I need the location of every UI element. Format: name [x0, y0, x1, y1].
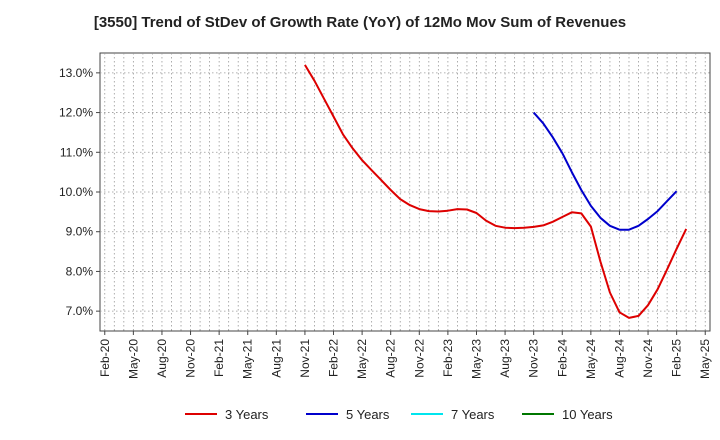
x-tick-label: Aug-22: [384, 339, 398, 378]
x-tick-label: Nov-21: [298, 339, 312, 378]
x-tick-label: Feb-25: [670, 339, 684, 377]
x-tick-label: May-25: [698, 339, 712, 379]
y-tick-label: 10.0%: [59, 185, 93, 199]
x-tick-label: Aug-24: [612, 339, 626, 378]
x-tick-label: May-22: [355, 339, 369, 379]
series-line-5-years: [532, 111, 678, 231]
x-tick-label: May-23: [469, 339, 483, 379]
y-tick-label: 8.0%: [66, 264, 94, 278]
y-tick-label: 7.0%: [66, 304, 94, 318]
x-tick-label: May-20: [126, 339, 140, 379]
x-tick-label: Nov-23: [527, 339, 541, 378]
x-tick-label: Nov-24: [641, 339, 655, 378]
x-tick-label: Feb-20: [98, 339, 112, 377]
x-tick-label: Nov-22: [412, 339, 426, 378]
y-tick-label: 9.0%: [66, 225, 94, 239]
x-tick-label: Aug-20: [155, 339, 169, 378]
y-tick-label: 13.0%: [59, 66, 93, 80]
x-tick-label: Feb-21: [212, 339, 226, 377]
chart-title: [3550] Trend of StDev of Growth Rate (Yo…: [93, 14, 627, 31]
x-tick-label: Feb-23: [441, 339, 455, 377]
x-tick-label: Feb-22: [327, 339, 341, 377]
legend-label-3-years: 3 Years: [225, 407, 269, 422]
legend-label-5-years: 5 Years: [346, 407, 390, 422]
series-line-3-years: [304, 64, 688, 319]
x-tick-label: Feb-24: [555, 339, 569, 377]
legend-label-7-years: 7 Years: [451, 407, 495, 422]
y-tick-label: 12.0%: [59, 106, 93, 120]
x-tick-label: May-24: [584, 339, 598, 379]
x-tick-label: Nov-20: [184, 339, 198, 378]
y-tick-label: 11.0%: [60, 145, 93, 159]
x-tick-label: May-21: [241, 339, 255, 379]
legend-label-10-years: 10 Years: [562, 407, 613, 422]
x-tick-label: Aug-23: [498, 339, 512, 378]
x-tick-label: Aug-21: [269, 339, 283, 378]
